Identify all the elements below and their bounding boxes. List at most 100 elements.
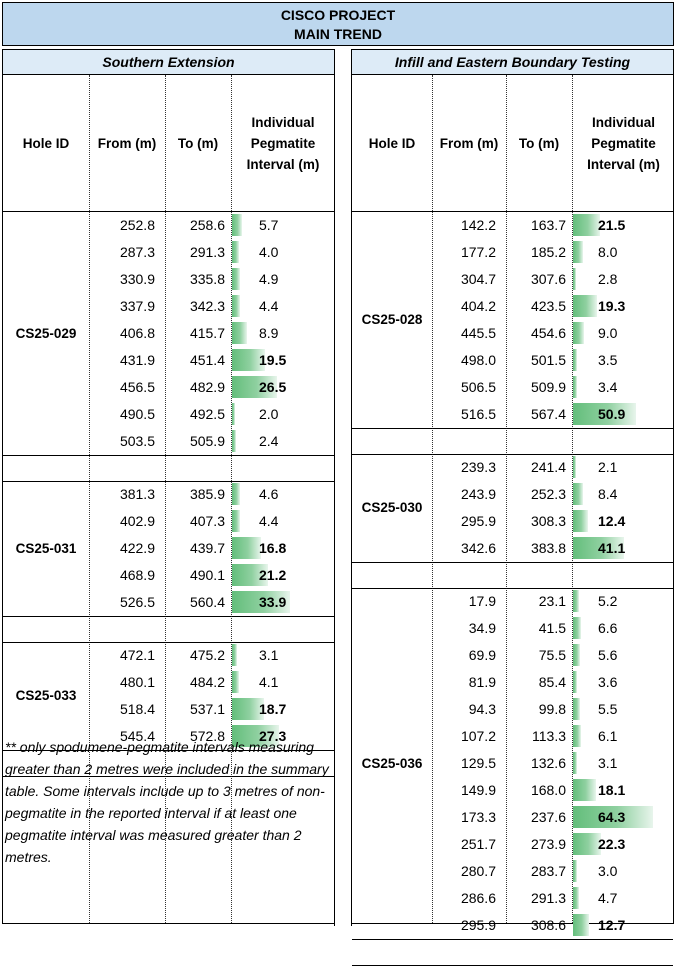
group-rule xyxy=(3,776,334,777)
group-rule xyxy=(3,616,334,617)
infill-eastern-title: Infill and Eastern Boundary Testing xyxy=(352,49,673,75)
group-rule xyxy=(3,455,334,456)
to-value: 567.4 xyxy=(530,406,566,422)
interval-value: 4.9 xyxy=(259,271,279,287)
from-value: 177.2 xyxy=(460,244,496,260)
from-value: 404.2 xyxy=(460,298,496,314)
interval-data-bar xyxy=(232,537,261,559)
to-value: 492.5 xyxy=(189,406,225,422)
to-value: 132.6 xyxy=(530,755,566,771)
to-value: 423.5 xyxy=(530,298,566,314)
to-value: 383.8 xyxy=(530,540,566,556)
to-value: 252.3 xyxy=(530,486,566,502)
interval-data-bar xyxy=(573,214,600,236)
footnote: ** only spodumene-pegmatite intervals me… xyxy=(5,739,329,865)
title-line-2: MAIN TREND xyxy=(294,26,382,42)
to-value: 41.5 xyxy=(538,620,566,636)
interval-value: 3.1 xyxy=(259,647,279,663)
from-value: 287.3 xyxy=(119,244,155,260)
interval-data-bar xyxy=(573,376,578,398)
to-value: 509.9 xyxy=(530,379,566,395)
from-value: 304.7 xyxy=(460,271,496,287)
interval-value: 4.6 xyxy=(259,486,279,502)
to-value: 273.9 xyxy=(530,836,566,852)
interval-value: 2.8 xyxy=(598,271,618,287)
interval-value: 8.4 xyxy=(598,486,618,502)
interval-value: 50.9 xyxy=(598,406,626,422)
interval-data-bar xyxy=(573,617,582,639)
column-separator xyxy=(89,75,90,923)
interval-value: 27.3 xyxy=(259,728,287,744)
group-rule xyxy=(3,750,334,751)
header-to: To (m) xyxy=(177,136,219,151)
interval-data-bar xyxy=(232,430,237,452)
interval-value: 16.8 xyxy=(259,540,287,556)
interval-data-bar xyxy=(573,887,579,909)
from-value: 506.5 xyxy=(460,379,496,395)
interval-data-bar xyxy=(573,671,578,693)
hole-id: CS25-028 xyxy=(361,312,423,327)
interval-value: 3.5 xyxy=(598,352,618,368)
column-separator xyxy=(572,75,573,923)
header-interval: Individual Pegmatite Interval (m) xyxy=(587,115,660,172)
interval-data-bar xyxy=(232,591,290,613)
from-value: 498.0 xyxy=(460,352,496,368)
southern-extension-title: Southern Extension xyxy=(3,49,334,75)
group-rule xyxy=(352,428,673,429)
interval-value: 8.9 xyxy=(259,325,279,341)
interval-value: 4.4 xyxy=(259,298,279,314)
to-value: 308.3 xyxy=(530,513,566,529)
from-value: 406.8 xyxy=(119,325,155,341)
to-value: 451.4 xyxy=(189,352,225,368)
hole-id: CS25-030 xyxy=(361,500,423,515)
infill-eastern-panel: Infill and Eastern Boundary Testing Hole… xyxy=(351,49,674,966)
to-value: 335.8 xyxy=(189,271,225,287)
group-rule xyxy=(352,939,673,940)
interval-data-bar xyxy=(232,376,278,398)
header-from: From (m) xyxy=(439,136,499,151)
from-value: 402.9 xyxy=(119,513,155,529)
column-separator xyxy=(231,75,232,923)
interval-data-bar xyxy=(232,483,240,505)
from-value: 280.7 xyxy=(460,863,496,879)
interval-value: 5.6 xyxy=(598,647,618,663)
to-value: 113.3 xyxy=(532,728,566,744)
interval-value: 2.4 xyxy=(259,433,279,449)
from-value: 545.4 xyxy=(119,728,155,744)
to-value: 475.2 xyxy=(189,647,225,663)
interval-data-bar xyxy=(573,725,581,747)
to-value: 237.6 xyxy=(530,809,566,825)
interval-data-bar xyxy=(232,698,264,720)
interval-data-bar xyxy=(232,295,240,317)
to-value: 490.1 xyxy=(189,567,225,583)
interval-value: 22.3 xyxy=(598,836,626,852)
interval-value: 2.1 xyxy=(598,459,618,475)
interval-data-bar xyxy=(573,295,597,317)
interval-value: 3.0 xyxy=(598,863,618,879)
from-value: 456.5 xyxy=(119,379,155,395)
interval-data-bar xyxy=(573,241,583,263)
group-rule xyxy=(352,562,673,563)
interval-value: 6.6 xyxy=(598,620,618,636)
column-separator xyxy=(432,75,433,923)
to-value: 241.4 xyxy=(530,459,566,475)
column-separator xyxy=(165,75,166,923)
interval-data-bar xyxy=(232,268,241,290)
interval-value: 5.7 xyxy=(259,217,279,233)
to-value: 283.7 xyxy=(530,863,566,879)
to-value: 307.6 xyxy=(530,271,566,287)
interval-value: 4.7 xyxy=(598,890,618,906)
from-value: 173.3 xyxy=(460,809,496,825)
from-value: 518.4 xyxy=(119,701,155,717)
panel-divider xyxy=(334,49,352,926)
from-value: 142.2 xyxy=(460,217,496,233)
to-value: 291.3 xyxy=(530,890,566,906)
from-value: 526.5 xyxy=(119,594,155,610)
from-value: 81.9 xyxy=(468,674,496,690)
header-hole-id: Hole ID xyxy=(22,136,70,151)
interval-data-bar xyxy=(232,403,236,425)
interval-data-bar xyxy=(573,322,585,344)
interval-data-bar xyxy=(232,725,279,747)
interval-data-bar xyxy=(232,322,248,344)
